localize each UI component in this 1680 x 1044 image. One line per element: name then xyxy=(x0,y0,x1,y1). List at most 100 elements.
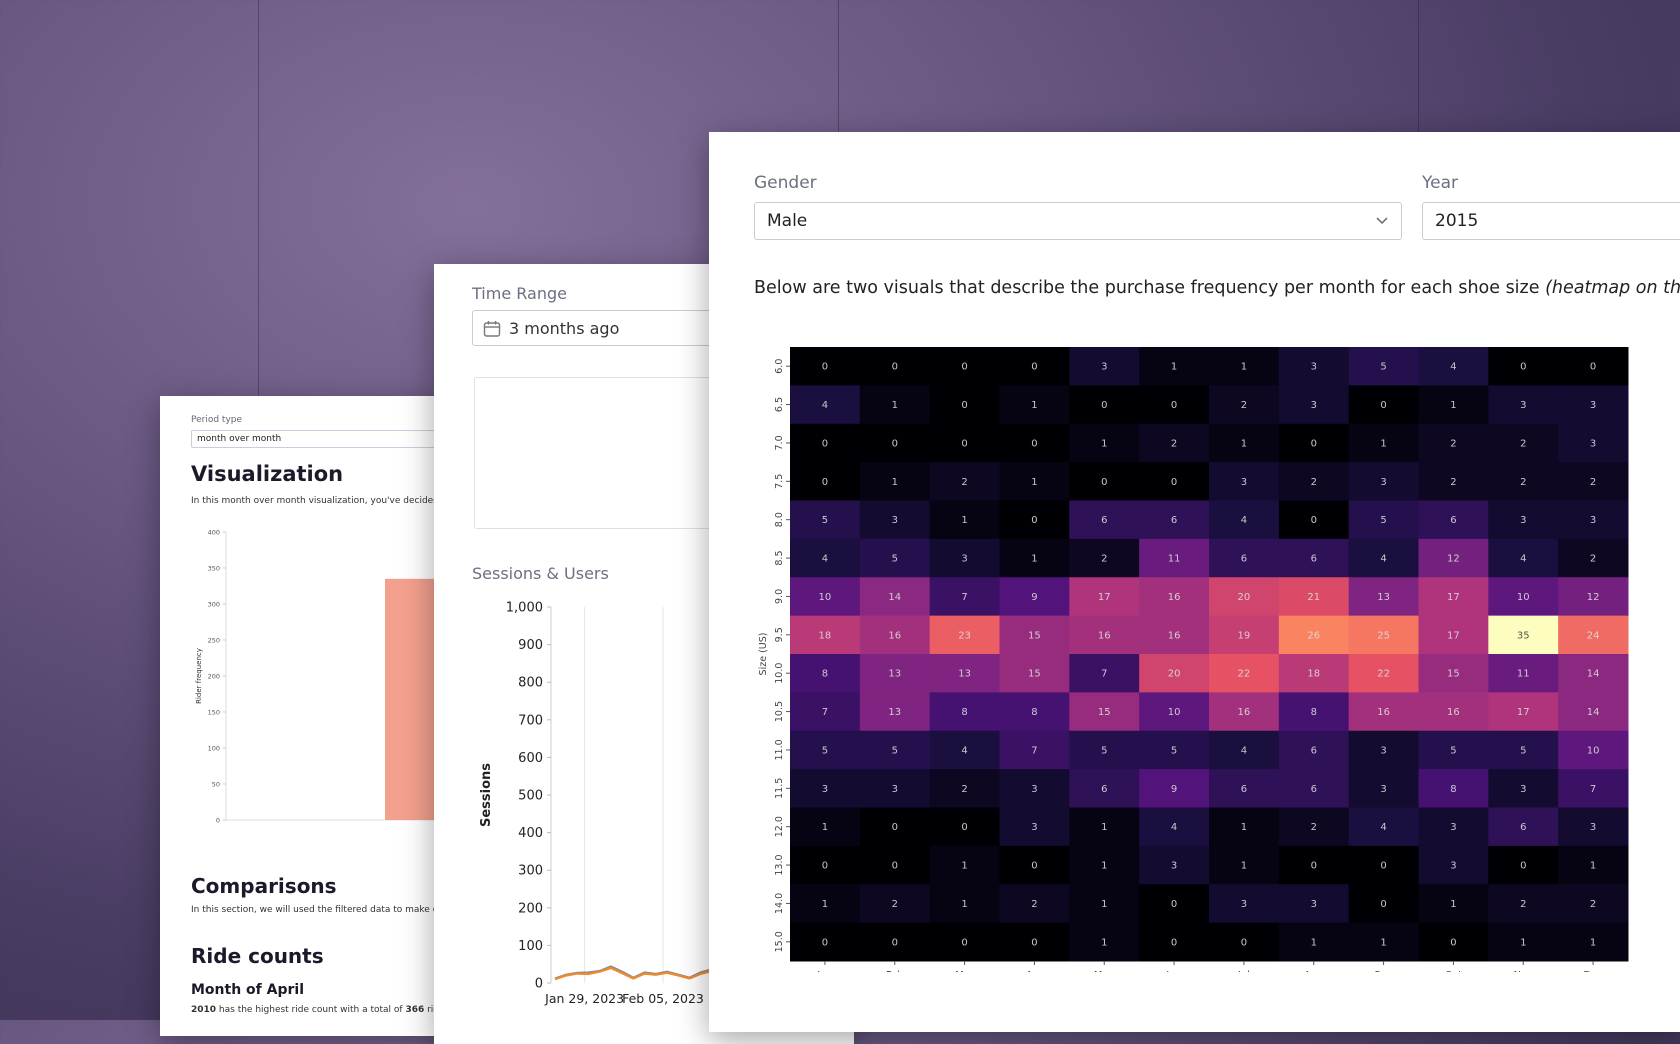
heatmap-cell xyxy=(859,577,931,617)
cell-label: 2 xyxy=(1241,400,1247,411)
heatmap-cell xyxy=(1348,730,1419,770)
cell-label: 16 xyxy=(1168,592,1181,603)
heatmap-cell xyxy=(1418,845,1489,885)
cell-label: 0 xyxy=(1171,937,1177,948)
cell-label: 0 xyxy=(892,861,898,872)
cell-label: 5 xyxy=(1380,515,1386,526)
cell-label: 0 xyxy=(1031,515,1037,526)
heatmap-cell xyxy=(1348,692,1419,732)
cell-label: 5 xyxy=(822,745,828,756)
heatmap-cell xyxy=(1209,845,1280,885)
cell-label: 1 xyxy=(892,400,898,411)
heatmap: 0 0 0 0 3 1 1 3 5 4 0 04 1 0 1 0 0 2 3 0 1 3 30 0 0 0 1 2 1 0 1 2 2 30 1 2 1… xyxy=(758,347,1629,972)
cell-label: 6 xyxy=(1101,515,1107,526)
cell-label: 7 xyxy=(1101,669,1107,680)
y-tick-label: 11.0 xyxy=(774,739,785,760)
cell-label: 8 xyxy=(1450,784,1456,795)
heatmap-cell xyxy=(1069,884,1140,924)
heatmap-cell xyxy=(1069,692,1140,732)
heatmap-cell xyxy=(1209,884,1280,924)
cell-label: 1 xyxy=(1590,861,1596,872)
heatmap-cell xyxy=(1348,500,1419,540)
heatmap-cell xyxy=(1278,500,1350,540)
cell-label: 16 xyxy=(1447,707,1460,718)
y-tick-label: 400 xyxy=(208,529,220,537)
cell-label: 6 xyxy=(1241,784,1247,795)
cell-label: 17 xyxy=(1447,592,1460,603)
heatmap-cell xyxy=(1209,692,1280,732)
y-tick-label: 400 xyxy=(518,826,543,841)
heatmap-cell xyxy=(1488,692,1559,732)
cell-label: 0 xyxy=(1171,477,1177,488)
heatmap-cell xyxy=(790,884,861,924)
y-tick-label: 11.5 xyxy=(774,778,785,799)
heatmap-cell xyxy=(1488,615,1559,655)
text: Below are two visuals that describe the … xyxy=(754,278,1546,298)
heatmap-cell xyxy=(1069,462,1140,501)
heatmap-cell xyxy=(1558,845,1629,885)
date-input[interactable]: 3 months ago xyxy=(472,310,854,346)
heatmap-cell xyxy=(999,615,1070,655)
heatmap-cell xyxy=(859,692,931,732)
cell-label: 0 xyxy=(961,937,967,948)
heatmap-cell xyxy=(790,462,861,501)
heatmap-cell xyxy=(1558,500,1629,540)
heatmap-cell xyxy=(1558,884,1629,924)
cell-label: 3 xyxy=(1590,400,1596,411)
cell-label: 0 xyxy=(1311,515,1317,526)
y-tick-label: 900 xyxy=(518,638,543,653)
heatmap-cell xyxy=(859,462,931,501)
heatmap-cell xyxy=(1418,769,1489,808)
cell-label: 4 xyxy=(822,554,828,565)
heatmap-cell xyxy=(999,654,1070,693)
heatmap-cell xyxy=(1348,347,1419,386)
heatmap-cell xyxy=(1139,807,1210,847)
y-axis-title: Size (US) xyxy=(758,633,769,676)
select[interactable]: 2015 xyxy=(1422,202,1680,240)
page: Period type month over month Visualizati… xyxy=(0,0,1680,1020)
cell-label: 3 xyxy=(1101,362,1107,373)
heatmap-cell xyxy=(929,654,1000,693)
heatmap-cell xyxy=(859,385,931,425)
x-tick-label: Apr xyxy=(1026,970,1044,972)
cell-label: 2 xyxy=(1590,554,1596,565)
heatmap-cell xyxy=(1488,577,1559,617)
heatmap-cell xyxy=(1069,347,1140,386)
heatmap-cell xyxy=(1488,423,1559,463)
y-tick-label: 7.0 xyxy=(774,435,785,450)
empty-panel xyxy=(474,377,854,529)
cell-label: 1 xyxy=(1031,554,1037,565)
heatmap-cell xyxy=(999,692,1070,732)
cell-label: 6 xyxy=(1171,515,1177,526)
heatmap-cell xyxy=(1418,654,1489,693)
cell-label: 7 xyxy=(1031,745,1037,756)
text: (heatmap on the le xyxy=(1545,278,1680,298)
cell-label: 4 xyxy=(1450,362,1456,373)
cell-label: 15 xyxy=(1028,630,1041,641)
cell-label: 13 xyxy=(958,669,971,680)
heatmap-cell xyxy=(1418,385,1489,425)
cell-label: 3 xyxy=(1311,400,1317,411)
heatmap-cell xyxy=(1209,922,1280,962)
heatmap-cell xyxy=(999,385,1070,425)
cell-label: 35 xyxy=(1517,630,1530,641)
cell-label: 1 xyxy=(1101,822,1107,833)
cell-label: 3 xyxy=(1590,438,1596,449)
heatmap-cell xyxy=(929,538,1000,578)
x-tick-label: Feb xyxy=(886,970,904,972)
y-tick-label: 6.5 xyxy=(774,397,785,412)
heatmap-cell xyxy=(859,807,931,847)
cell-label: 3 xyxy=(1590,515,1596,526)
heatmap-cell xyxy=(1418,692,1489,732)
heatmap-cell xyxy=(1488,347,1559,386)
cell-label: 7 xyxy=(1590,784,1596,795)
right-card: Gender Male Year 2015 Below are two visu… xyxy=(709,132,1680,1032)
select[interactable]: Male xyxy=(754,202,1402,240)
cell-label: 0 xyxy=(961,438,967,449)
heatmap-cell xyxy=(929,845,1000,885)
heatmap-cell xyxy=(859,769,931,808)
heatmap-cell xyxy=(1139,769,1210,808)
heatmap-cell xyxy=(1488,845,1559,885)
heatmap-cell xyxy=(859,538,931,578)
cell-label: 16 xyxy=(888,630,901,641)
